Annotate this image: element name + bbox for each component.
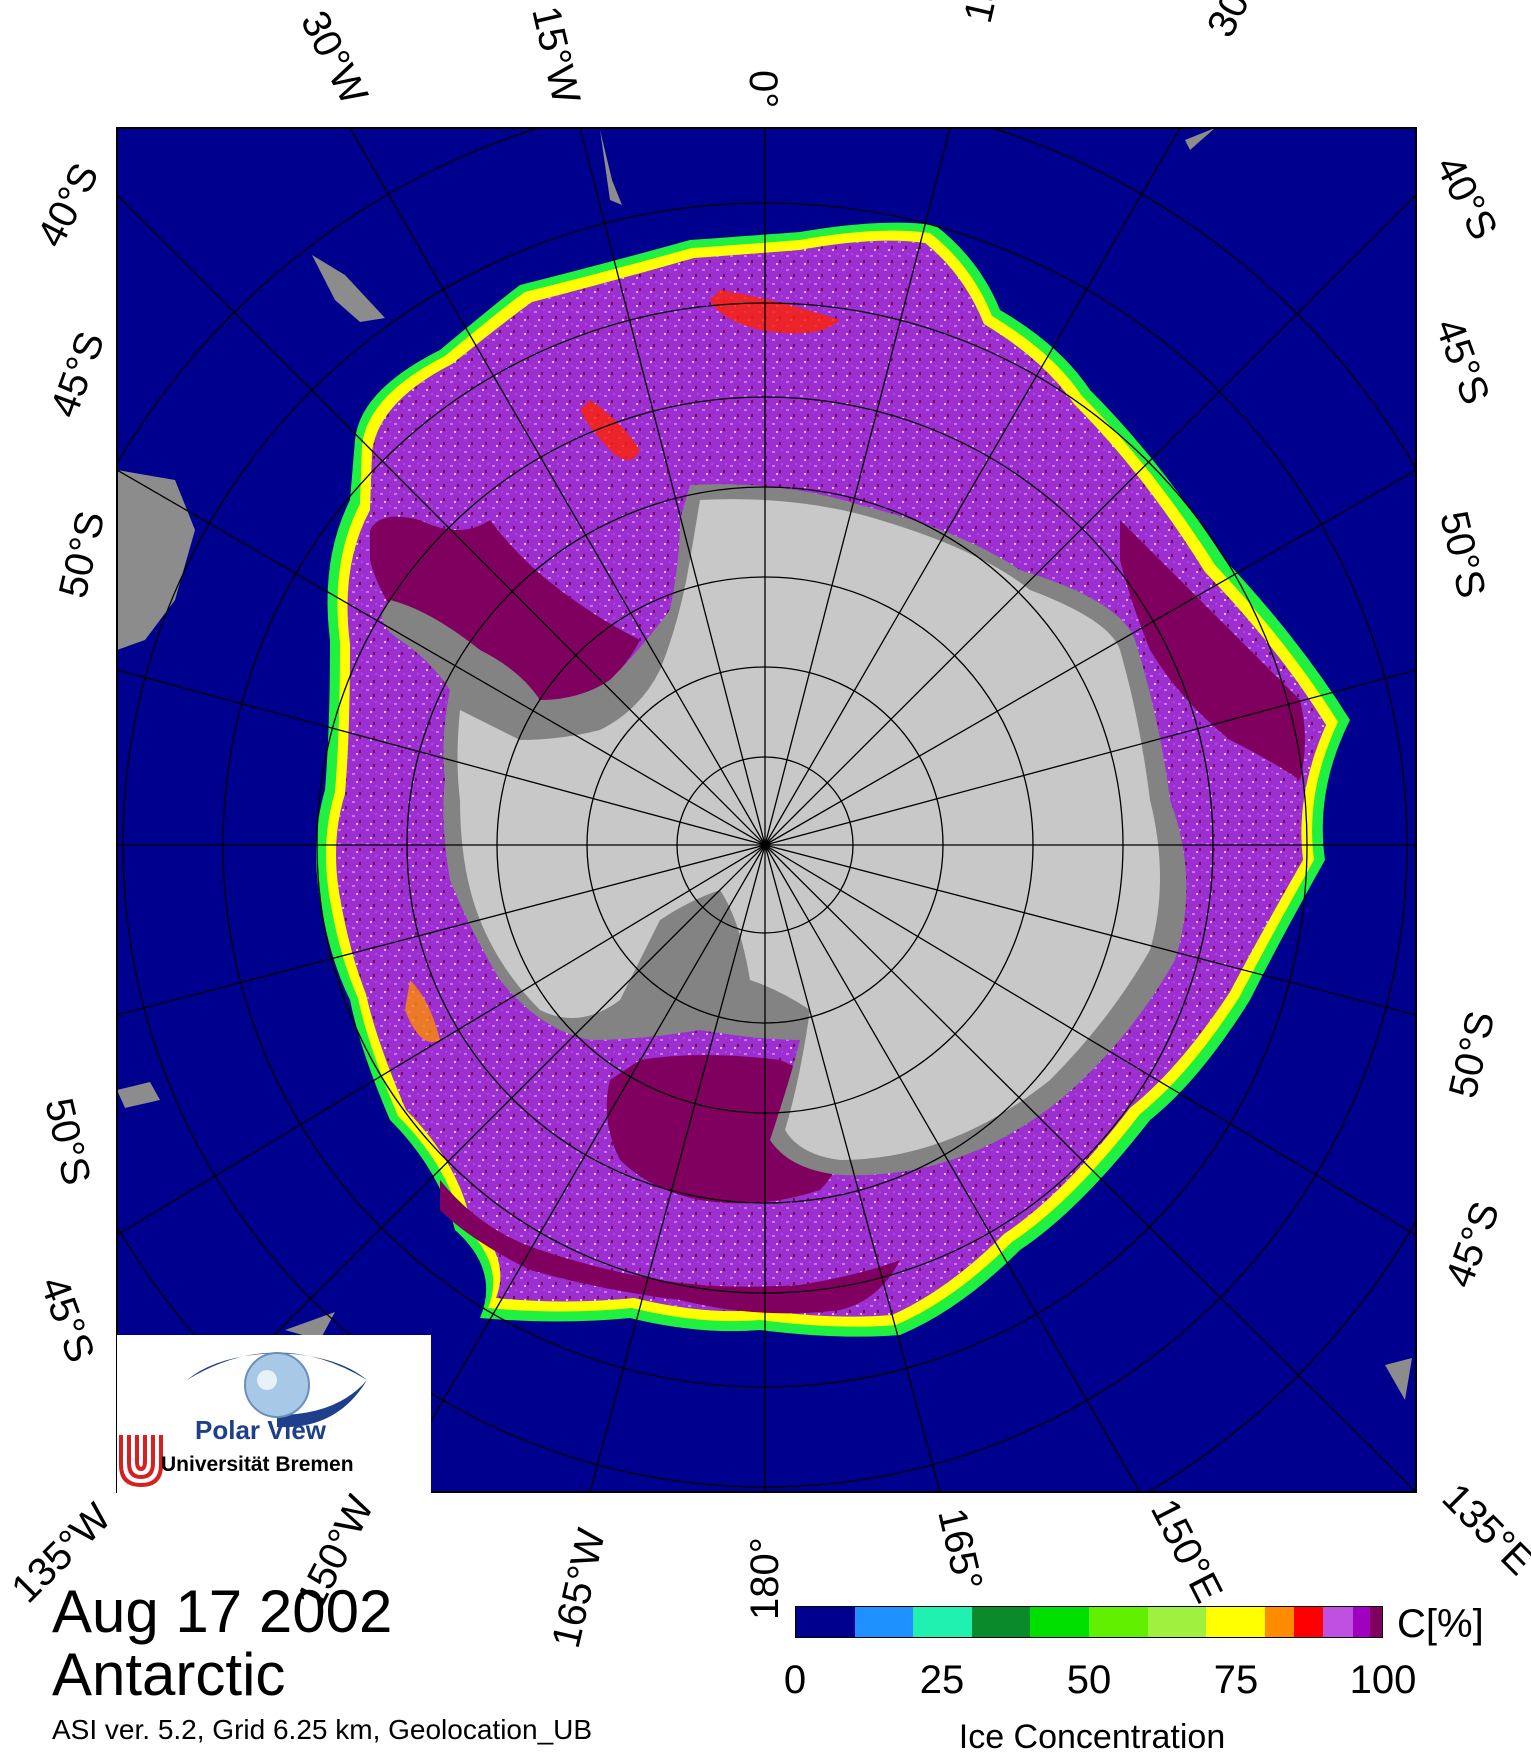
colorbar — [795, 1606, 1383, 1638]
colorbar-segment — [1294, 1607, 1324, 1637]
map-frame — [116, 127, 1417, 1493]
lon-label-top: 30°E — [1199, 0, 1278, 44]
high-concentration-streak — [710, 290, 840, 334]
lat-label-right: 45°S — [1427, 313, 1498, 410]
colorbar-segment — [1206, 1607, 1265, 1637]
lon-label-bottom: 165°W — [544, 1524, 614, 1652]
logo-org: Universität Bremen — [161, 1453, 354, 1476]
colorbar-segment — [1264, 1607, 1295, 1637]
eye-icon-lower — [277, 1380, 367, 1428]
lat-label-left: 40°S — [29, 156, 108, 254]
colorbar-title: Ice Concentration — [958, 1718, 1226, 1756]
colorbar-tick: 75 — [1213, 1658, 1259, 1702]
lon-label-bottom: 135°E — [1434, 1475, 1531, 1583]
colorbar-segment — [854, 1607, 914, 1637]
bouvet-island — [600, 130, 622, 205]
graticule-lines — [117, 128, 1416, 1492]
map-date: Aug 17 2002 — [52, 1578, 393, 1645]
lat-label-left: 50°S — [51, 507, 113, 602]
polar-view-logo: Polar View Universität Bremen — [117, 1335, 431, 1493]
colorbar-tick: 100 — [1349, 1658, 1417, 1702]
colorbar-segment — [1352, 1607, 1371, 1637]
lat-label-right: 45°S — [1437, 1196, 1508, 1293]
colorbar-segment — [1030, 1607, 1089, 1637]
lon-label-bottom: 165° — [929, 1504, 990, 1595]
high-concentration-streak — [580, 400, 640, 460]
colorbar-segment — [1088, 1607, 1148, 1637]
dense-ice-south — [440, 1180, 900, 1314]
lat-label-left: 45°S — [32, 1271, 103, 1368]
lon-label-bottom: 150°E — [1142, 1492, 1231, 1609]
colorbar-segment — [1323, 1607, 1353, 1637]
campbell-island — [285, 1312, 335, 1340]
logo-title: Polar View — [195, 1415, 327, 1445]
colorbar-segment — [1370, 1607, 1382, 1637]
colorbar-tick: 0 — [783, 1658, 807, 1702]
dense-ice-east — [1120, 520, 1305, 780]
dense-ice-ross — [606, 1055, 843, 1204]
antarctica-continent — [457, 499, 1160, 1161]
south-georgia-island — [312, 255, 385, 322]
lon-label-top: 15°W — [523, 2, 588, 108]
lat-label-left: 45°S — [42, 326, 113, 423]
south-america-tip — [117, 470, 195, 650]
colorbar-segment — [796, 1607, 855, 1637]
high-concentration-streak — [405, 980, 440, 1042]
lat-label-left: 50°S — [36, 1094, 98, 1189]
university-emblem-icon — [119, 1435, 163, 1488]
lon-label-top: 0° — [741, 70, 785, 108]
lat-label-right: 50°S — [1431, 507, 1493, 602]
colorbar-segment — [1147, 1607, 1207, 1637]
colorbar-tick: 50 — [1066, 1658, 1112, 1702]
lat-label-right: 40°S — [1427, 149, 1506, 247]
dense-ice-weddell — [370, 516, 640, 704]
lon-label-top: 30°W — [292, 4, 376, 112]
colorbar-segment — [913, 1607, 972, 1637]
tasmania-island — [1385, 1358, 1412, 1400]
map-metadata: ASI ver. 5.2, Grid 6.25 km, Geolocation_… — [52, 1714, 593, 1745]
lon-label-bottom: 180° — [743, 1537, 787, 1620]
colorbar-unit: C[%] — [1397, 1602, 1484, 1646]
colorbar-segment — [971, 1607, 1031, 1637]
africa-tip — [1185, 128, 1215, 150]
lat-label-right: 50°S — [1441, 1007, 1503, 1102]
map-region: Antarctic — [52, 1641, 286, 1708]
eye-icon — [187, 1352, 367, 1380]
lon-label-top: 15°E — [956, 0, 1018, 27]
globe-icon — [244, 1352, 310, 1418]
new-zealand-island — [117, 1082, 160, 1108]
colorbar-tick: 25 — [919, 1658, 965, 1702]
